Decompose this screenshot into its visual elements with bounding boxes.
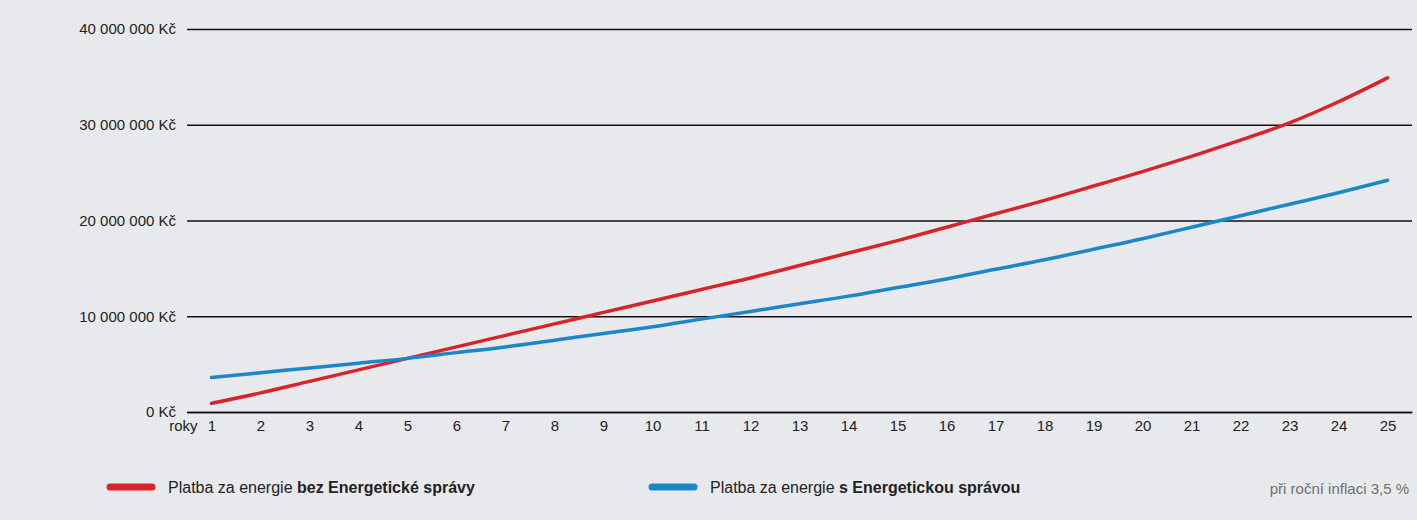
x-tick-label: 6	[453, 417, 461, 434]
x-tick: 17	[988, 412, 1005, 434]
series-line	[212, 180, 1388, 377]
x-tick: 11	[694, 412, 710, 434]
x-tick-label: 5	[404, 417, 412, 434]
x-tick: 23	[1282, 412, 1299, 434]
lines	[212, 78, 1388, 404]
grid-line	[187, 316, 1412, 318]
x-tick-label: 8	[551, 417, 559, 434]
legend-swatch	[110, 484, 152, 491]
x-tick-label: 3	[306, 417, 314, 434]
x-tick-label: 22	[1233, 417, 1250, 434]
x-tick-label: 12	[743, 417, 760, 434]
y-tick: 30 000 000 Kč	[79, 116, 1412, 133]
x-tick: 5	[404, 412, 412, 434]
x-tick: 22	[1233, 412, 1250, 434]
grid-line	[187, 29, 1412, 31]
x-tick: 13	[792, 412, 809, 434]
grid-line	[187, 125, 1412, 127]
x-tick-label: 24	[1331, 417, 1348, 434]
x-tick: 16	[939, 412, 956, 434]
x-tick-label: 14	[841, 417, 858, 434]
grid-line	[187, 412, 1412, 414]
x-tick-label: 7	[502, 417, 510, 434]
y-tick: 20 000 000 Kč	[79, 212, 1412, 229]
x-tick: 20	[1135, 412, 1152, 434]
y-tick: 40 000 000 Kč	[79, 20, 1412, 37]
x-tick: 12	[743, 412, 760, 434]
legend-label: Platba za energie bez Energetické správy	[168, 479, 475, 496]
series-line	[212, 78, 1388, 404]
x-tick-label: 1	[208, 417, 216, 434]
x-tick: 2	[257, 412, 265, 434]
y-tick: 0 Kč	[146, 403, 1412, 420]
chart: 0 Kč 10 000 000 Kč 20 000 000 Kč 30 000 000…	[0, 0, 1417, 520]
x-tick: 25	[1380, 412, 1397, 434]
legend-swatch	[652, 484, 694, 491]
legend-item: Platba za energie s Energetickou správou	[652, 479, 1020, 496]
x-tick-label: 4	[355, 417, 363, 434]
legend: Platba za energie bez Energetické správy…	[110, 479, 1020, 496]
x-tick-label: 16	[939, 417, 956, 434]
x-tick: 8	[551, 412, 559, 434]
y-tick-label: 10 000 000 Kč	[79, 308, 176, 325]
x-tick: 10	[645, 412, 662, 434]
annotation: při roční inflaci 3,5 %	[1270, 480, 1409, 497]
x-tick-label: 15	[890, 417, 907, 434]
y-tick: 10 000 000 Kč	[79, 308, 1412, 325]
x-tick-label: 23	[1282, 417, 1299, 434]
x-tick-label: 10	[645, 417, 662, 434]
y-tick-label: 30 000 000 Kč	[79, 116, 176, 133]
y-axis: 0 Kč 10 000 000 Kč 20 000 000 Kč 30 000 000…	[79, 20, 1412, 420]
y-tick-label: 20 000 000 Kč	[79, 212, 176, 229]
x-tick: 18	[1037, 412, 1054, 434]
y-tick-label: 40 000 000 Kč	[79, 20, 176, 37]
grid-line	[187, 220, 1412, 222]
x-tick: 24	[1331, 412, 1348, 434]
x-axis-title: roky	[169, 417, 198, 434]
x-tick-label: 17	[988, 417, 1005, 434]
x-tick: 3	[306, 412, 314, 434]
x-tick-label: 13	[792, 417, 809, 434]
legend-item: Platba za energie bez Energetické správy	[110, 479, 475, 496]
x-tick-label: 2	[257, 417, 265, 434]
x-tick: 21	[1184, 412, 1201, 434]
x-tick-label: 18	[1037, 417, 1054, 434]
x-tick-label: 19	[1086, 417, 1103, 434]
x-tick: 14	[841, 412, 858, 434]
x-tick-label: 25	[1380, 417, 1397, 434]
legend-label: Platba za energie s Energetickou správou	[710, 479, 1020, 496]
x-tick: 1	[208, 412, 216, 434]
x-tick: 4	[355, 412, 363, 434]
x-tick: 19	[1086, 412, 1103, 434]
x-axis: 1234567891011121314151617181920212223242…	[188, 412, 1413, 434]
x-tick: 7	[502, 412, 510, 434]
x-axis-line	[188, 412, 1413, 414]
x-tick-label: 9	[600, 417, 608, 434]
x-tick-label: 20	[1135, 417, 1152, 434]
x-tick: 15	[890, 412, 907, 434]
x-tick-label: 11	[694, 417, 710, 434]
x-tick: 9	[600, 412, 608, 434]
x-tick-label: 21	[1184, 417, 1201, 434]
x-tick: 6	[453, 412, 461, 434]
